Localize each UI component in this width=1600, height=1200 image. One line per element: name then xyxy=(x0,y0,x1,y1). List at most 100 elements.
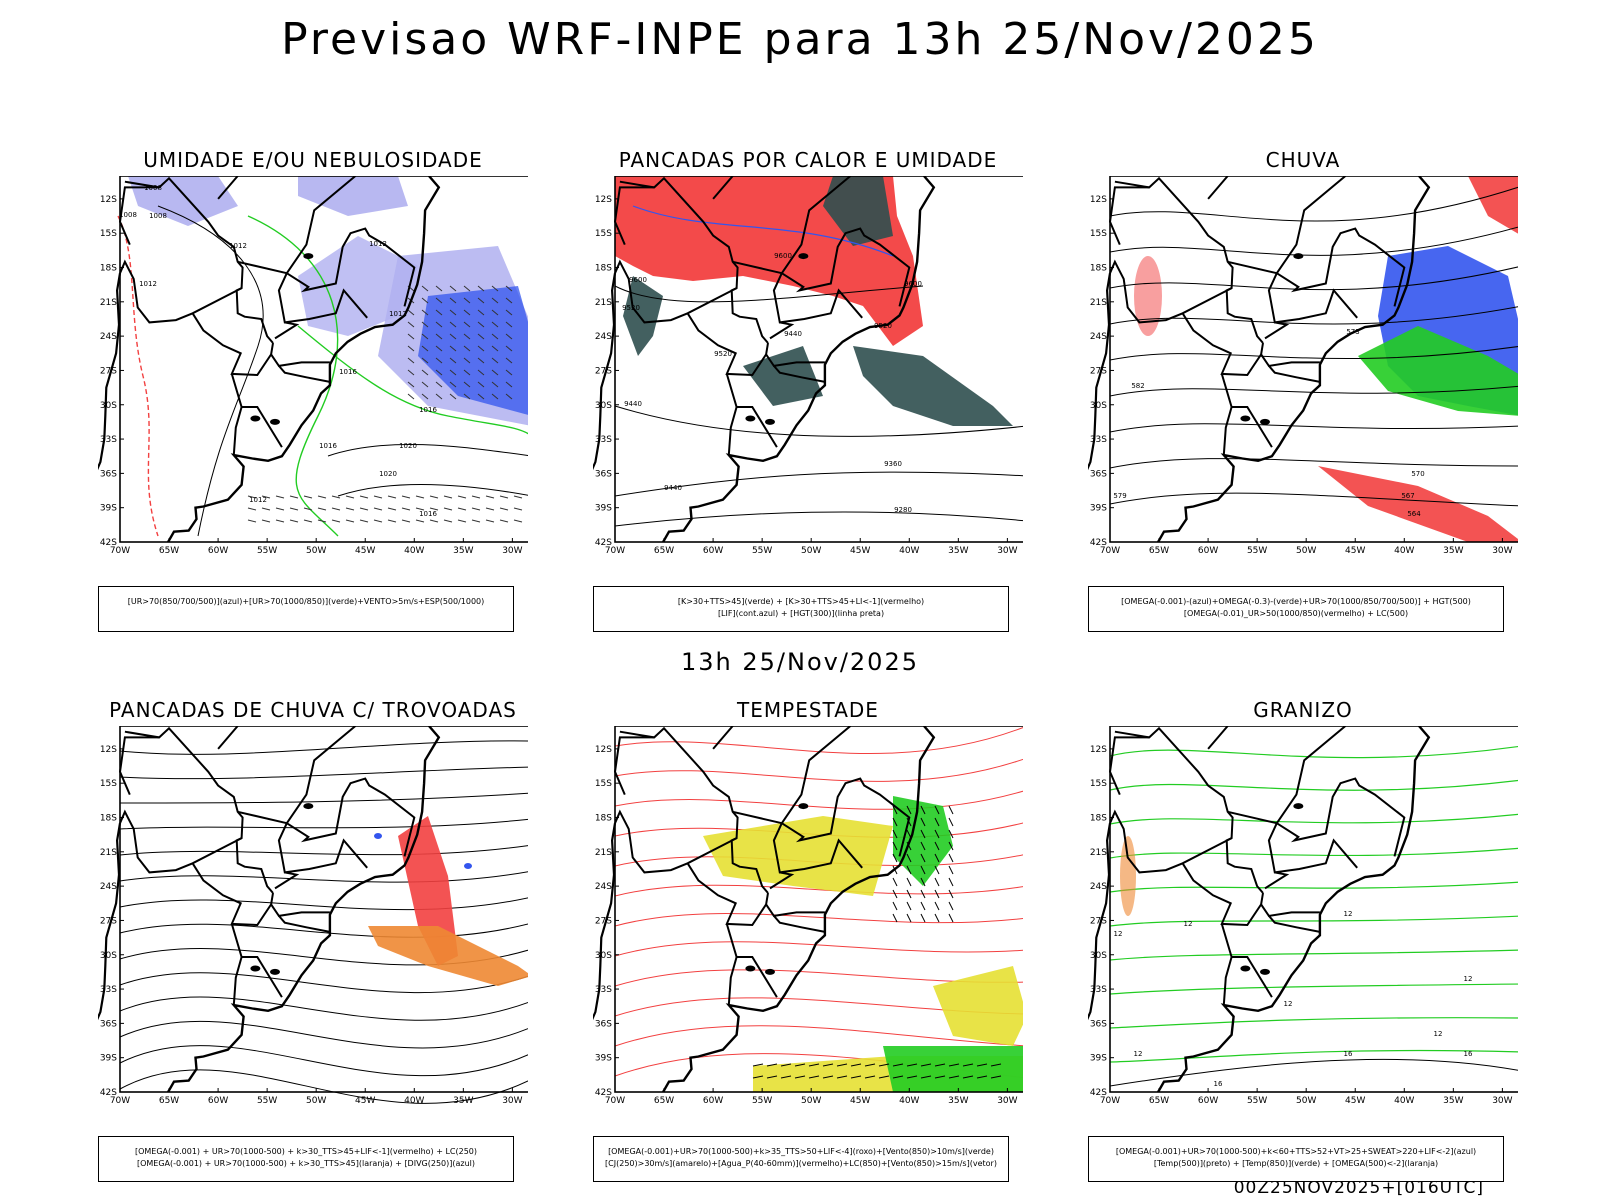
omega-500-area xyxy=(1120,836,1136,916)
streamline xyxy=(614,726,1023,754)
wind-vector xyxy=(990,1075,1002,1079)
wind-vector xyxy=(463,345,471,352)
wind-vector xyxy=(934,853,940,863)
wind-vector xyxy=(948,877,954,887)
lat-label: 24S xyxy=(100,332,117,342)
country-border xyxy=(1109,809,1233,874)
wind-vector xyxy=(948,865,954,875)
country-border xyxy=(1207,726,1229,750)
legend-line: [OMEGA(-0.001)+UR>70(1000-500)+k<60+TTS>… xyxy=(1115,1147,1477,1156)
streamline xyxy=(119,972,528,994)
country-border xyxy=(277,822,368,874)
legend-line: [K>30+TTS>45](verde) + [K>30+TTS>45+LI<-… xyxy=(677,597,925,606)
wind-vector xyxy=(435,345,443,352)
lon-label: 60W xyxy=(208,1096,228,1106)
panel-title: CHUVA xyxy=(1265,148,1341,172)
wind-vector xyxy=(920,889,926,899)
wind-vector xyxy=(477,297,485,304)
lon-label: 50W xyxy=(801,546,821,556)
lake xyxy=(250,965,261,972)
wind-vector xyxy=(421,297,429,304)
wind-vector xyxy=(934,901,940,911)
pressure-isobar xyxy=(157,205,264,537)
wind-vector xyxy=(477,381,485,388)
lon-label: 65W xyxy=(654,1096,674,1106)
wind-vector xyxy=(471,519,481,523)
panel-title: GRANIZO xyxy=(1253,698,1353,722)
lon-label: 60W xyxy=(1198,1096,1218,1106)
geopotential-contour xyxy=(614,405,1023,437)
wind-vector xyxy=(261,507,271,511)
country-border xyxy=(1108,186,1150,245)
wind-vector xyxy=(892,901,898,911)
wind-vector xyxy=(435,369,443,376)
wind-vector xyxy=(247,519,257,523)
wind-vector xyxy=(766,1075,778,1079)
wind-vector xyxy=(477,369,485,376)
lon-label: 35W xyxy=(1443,546,1463,556)
lat-label: 18S xyxy=(100,814,117,824)
lon-label: 65W xyxy=(159,1096,179,1106)
lat-label: 30S xyxy=(595,401,612,411)
country-border xyxy=(1260,353,1320,367)
shower-area xyxy=(368,926,528,986)
lat-label: 24S xyxy=(1090,332,1107,342)
lon-label: 35W xyxy=(453,546,473,556)
wind-vector xyxy=(878,1075,890,1079)
jet-stream-area xyxy=(703,816,893,896)
wind-vector xyxy=(892,853,898,863)
wind-vector xyxy=(794,1063,806,1067)
lat-label: 18S xyxy=(595,814,612,824)
wind-vector xyxy=(435,393,443,400)
wind-vector xyxy=(752,1063,764,1067)
pacific-coastline xyxy=(98,823,122,1021)
country-border xyxy=(619,176,769,344)
contour-label: 564 xyxy=(1407,510,1421,518)
wind-vector xyxy=(491,309,499,316)
wind-vector xyxy=(463,381,471,388)
wind-vector xyxy=(373,495,383,499)
lon-label: 70W xyxy=(605,546,625,556)
map-background xyxy=(1110,726,1518,1092)
wind-vector xyxy=(345,519,355,523)
country-border xyxy=(781,777,911,857)
convective-area xyxy=(743,346,823,406)
divergence-spot xyxy=(374,833,382,839)
country-border xyxy=(1264,321,1290,340)
streamline xyxy=(119,1069,528,1104)
lat-label: 27S xyxy=(1090,916,1107,926)
country-border xyxy=(274,871,300,890)
high-humidity-area xyxy=(128,176,238,226)
contour-label: 9440 xyxy=(664,484,682,492)
wind-vector xyxy=(485,507,495,511)
wind-vector xyxy=(463,285,471,292)
country-border xyxy=(1275,726,1347,824)
lon-label: 50W xyxy=(1296,546,1316,556)
lat-label: 18S xyxy=(1090,264,1107,274)
lake xyxy=(1259,968,1270,975)
wind-vector xyxy=(906,913,912,923)
lat-label: 39S xyxy=(100,504,117,514)
lat-label: 33S xyxy=(100,985,117,995)
wind-vector xyxy=(920,853,926,863)
lat-label: 15S xyxy=(595,779,612,789)
lon-label: 65W xyxy=(654,546,674,556)
lat-label: 42S xyxy=(100,1088,117,1098)
lon-label: 35W xyxy=(948,546,968,556)
country-border xyxy=(1275,176,1347,274)
wind-vector xyxy=(477,357,485,364)
wind-vector xyxy=(850,1075,862,1079)
panel-pancadas-trovoadas: PANCADAS DE CHUVA C/ TROVOADAS 12S 15S 18S… xyxy=(98,698,528,1182)
thickness-contour xyxy=(117,215,159,537)
country-border xyxy=(1227,810,1278,825)
contour-label: 9520 xyxy=(622,304,640,312)
contour-label: 9360 xyxy=(884,460,902,468)
panel-chuva: CHUVA 582 573 570 579 567 564 12S 15S 18S 21S 24S 2… xyxy=(1088,148,1518,632)
wind-vector xyxy=(766,1063,778,1067)
streamline xyxy=(119,871,528,883)
lat-label: 27S xyxy=(595,366,612,376)
panel-tempestade: TEMPESTADE 12S 15S 18S 21S 24S 27S 30S 33S 36S 39… xyxy=(593,698,1023,1182)
lake xyxy=(764,968,775,975)
strong-wind-area xyxy=(893,796,953,886)
wind-vector xyxy=(491,393,499,400)
